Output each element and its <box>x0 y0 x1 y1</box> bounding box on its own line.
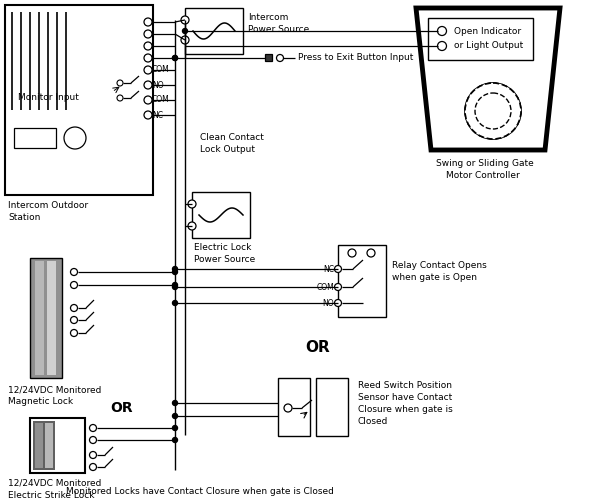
Circle shape <box>144 96 152 104</box>
Circle shape <box>172 414 178 418</box>
Circle shape <box>172 56 178 60</box>
Text: NO: NO <box>152 80 164 90</box>
Circle shape <box>70 282 77 288</box>
Text: COM: COM <box>152 96 170 104</box>
Circle shape <box>348 249 356 257</box>
Text: OR: OR <box>110 401 133 415</box>
Bar <box>30 258 62 378</box>
Circle shape <box>172 284 178 290</box>
Circle shape <box>181 36 189 44</box>
Circle shape <box>334 266 342 272</box>
Bar <box>185 8 243 54</box>
Polygon shape <box>416 8 560 150</box>
Text: Monitor Input: Monitor Input <box>18 94 79 102</box>
Text: Open Indicator: Open Indicator <box>454 26 521 36</box>
Circle shape <box>89 436 97 444</box>
Circle shape <box>89 452 97 458</box>
Text: OR: OR <box>305 340 330 355</box>
Bar <box>35 261 44 375</box>
Circle shape <box>172 438 178 442</box>
Text: 12/24VDC Monitored: 12/24VDC Monitored <box>8 386 101 394</box>
Circle shape <box>144 81 152 89</box>
Circle shape <box>172 300 178 306</box>
Circle shape <box>334 300 342 306</box>
Circle shape <box>64 127 86 149</box>
Circle shape <box>188 200 196 208</box>
Bar <box>33 421 55 470</box>
Text: Lock Output: Lock Output <box>200 146 255 154</box>
Circle shape <box>465 83 521 139</box>
Text: Reed Switch Position: Reed Switch Position <box>358 382 452 390</box>
Circle shape <box>144 18 152 26</box>
Circle shape <box>172 56 178 60</box>
Bar <box>428 18 533 60</box>
Circle shape <box>117 95 123 101</box>
Text: 12/24VDC Monitored: 12/24VDC Monitored <box>8 478 101 488</box>
Text: Magnetic Lock: Magnetic Lock <box>8 398 73 406</box>
Text: Sensor have Contact: Sensor have Contact <box>358 394 452 402</box>
Text: NC: NC <box>152 110 163 120</box>
Text: Electric Strike Lock: Electric Strike Lock <box>8 490 95 500</box>
Bar <box>47 261 56 375</box>
Circle shape <box>144 66 152 74</box>
Bar <box>192 192 250 238</box>
Circle shape <box>70 316 77 324</box>
Bar <box>35 423 43 468</box>
Text: NO: NO <box>322 298 334 308</box>
Circle shape <box>367 249 375 257</box>
Circle shape <box>144 42 152 50</box>
Circle shape <box>144 54 152 62</box>
Text: Swing or Sliding Gate: Swing or Sliding Gate <box>436 158 534 168</box>
Text: Power Source: Power Source <box>248 26 309 35</box>
Text: Press to Exit Button Input: Press to Exit Button Input <box>298 54 414 62</box>
Circle shape <box>437 26 446 36</box>
Circle shape <box>172 270 178 274</box>
Circle shape <box>172 400 178 406</box>
Circle shape <box>334 284 342 290</box>
Circle shape <box>188 222 196 230</box>
Circle shape <box>89 424 97 432</box>
Text: Station: Station <box>8 212 41 222</box>
Circle shape <box>70 330 77 336</box>
Text: COM: COM <box>152 66 170 74</box>
Text: Power Source: Power Source <box>194 256 255 264</box>
Bar <box>30 418 85 473</box>
Text: COM: COM <box>316 282 334 292</box>
Circle shape <box>144 111 152 119</box>
Text: Intercom: Intercom <box>248 14 288 22</box>
Circle shape <box>437 42 446 50</box>
Circle shape <box>182 28 188 34</box>
Circle shape <box>172 426 178 430</box>
Circle shape <box>172 266 178 272</box>
Circle shape <box>89 464 97 470</box>
Bar <box>278 378 310 436</box>
Bar <box>338 245 386 317</box>
Circle shape <box>172 282 178 288</box>
Text: Electric Lock: Electric Lock <box>194 244 252 252</box>
Circle shape <box>475 93 511 129</box>
Circle shape <box>465 83 521 139</box>
Bar <box>14 128 56 148</box>
Text: Intercom Outdoor: Intercom Outdoor <box>8 200 88 209</box>
Text: Closed: Closed <box>358 418 389 426</box>
Text: Monitored Locks have Contact Closure when gate is Closed: Monitored Locks have Contact Closure whe… <box>66 488 334 496</box>
Text: when gate is Open: when gate is Open <box>392 272 477 281</box>
Circle shape <box>117 80 123 86</box>
Text: or Light Output: or Light Output <box>454 42 523 50</box>
Circle shape <box>70 268 77 276</box>
Circle shape <box>144 30 152 38</box>
Circle shape <box>277 54 284 62</box>
Bar <box>316 378 348 436</box>
Text: Motor Controller: Motor Controller <box>446 170 520 179</box>
Text: NC: NC <box>323 264 334 274</box>
Text: Closure when gate is: Closure when gate is <box>358 406 453 414</box>
Text: Relay Contact Opens: Relay Contact Opens <box>392 260 487 270</box>
Circle shape <box>284 404 292 412</box>
Circle shape <box>181 16 189 24</box>
Bar <box>5 5 153 195</box>
Bar <box>265 54 272 61</box>
Text: Clean Contact: Clean Contact <box>200 134 264 142</box>
Bar <box>45 423 53 468</box>
Circle shape <box>70 304 77 312</box>
